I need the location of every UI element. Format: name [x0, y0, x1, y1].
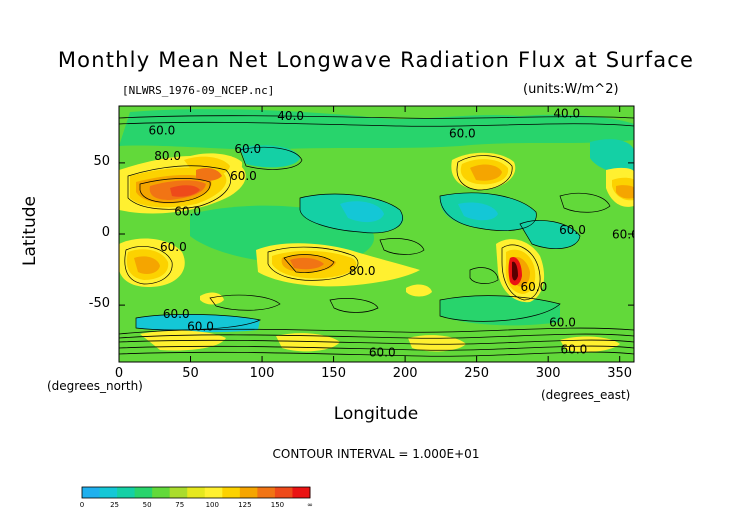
x-tick-label: 100 — [249, 366, 275, 381]
x-tick-label: 300 — [535, 366, 561, 381]
contour-labels: 40.0 40.060.0 60.060.080.060.060.060.0 60.0… — [149, 106, 639, 359]
contour-label: 60.0 — [561, 342, 588, 356]
x-unit-label: (degrees_east) — [541, 388, 631, 402]
x-tick-label: 50 — [182, 366, 199, 381]
y-tick-label: -50 — [88, 296, 110, 312]
contour-label: 60.0 — [187, 320, 214, 334]
contour-label: 80.0 — [349, 264, 376, 278]
contour-label: 60.0 — [521, 280, 548, 294]
colorbar — [81, 486, 311, 499]
contour-label: 60.0 — [369, 345, 396, 359]
contour-label: 40.0 — [553, 106, 580, 120]
colorbar-swatch — [169, 487, 188, 498]
colorbar-tick-label: 0 — [79, 501, 85, 509]
plot-title: Monthly Mean Net Longwave Radiation Flux… — [57, 48, 695, 72]
contour-label: 60.0 — [612, 227, 639, 241]
colorbar-swatch — [134, 487, 153, 498]
contour-label: 60.0 — [559, 223, 586, 237]
y-axis-label: Latitude — [20, 196, 40, 266]
colorbar-swatch — [117, 487, 136, 498]
colorbar-swatch — [82, 487, 101, 498]
colorbar-swatch — [222, 487, 241, 498]
y-axis-ticks — [119, 162, 634, 306]
x-tick-label: 200 — [392, 366, 418, 381]
colorbar-swatch — [292, 487, 311, 498]
x-axis-label: Longitude — [333, 404, 419, 424]
heatmap-field: 40.0 40.060.0 60.060.080.060.060.060.0 60.0… — [119, 106, 639, 362]
contour-label: 60.0 — [149, 123, 176, 137]
units-label: (units:W/m^2) — [523, 82, 619, 97]
colorbar-swatch — [152, 487, 171, 498]
colorbar-swatch — [239, 487, 258, 498]
colorbar-tick-label: 150 — [270, 501, 285, 509]
colorbar-frame — [81, 486, 311, 499]
contour-label: 80.0 — [154, 149, 181, 163]
colorbar-tick-label: 75 — [175, 501, 185, 509]
y-unit-label: (degrees_north) — [47, 379, 143, 393]
y-tick-label: 50 — [93, 153, 110, 169]
x-tick-label: 250 — [464, 366, 490, 381]
contour-label: 60.0 — [163, 307, 190, 321]
x-tick-label: 350 — [607, 366, 633, 381]
colorbar-tick-label: 50 — [142, 501, 152, 509]
colorbar-swatch — [257, 487, 276, 498]
colorbar-tick-label: ∞ — [307, 501, 313, 509]
x-axis-ticks — [118, 106, 621, 362]
colorbar-tick-label: 100 — [205, 501, 219, 509]
colorbar-swatch — [274, 487, 293, 498]
y-tick-label: 0 — [101, 225, 110, 240]
colorbar-tick-label: 25 — [110, 501, 120, 509]
colorbar-swatch — [187, 487, 206, 498]
contour-label: 60.0 — [230, 169, 257, 183]
x-tick-label: 0 — [114, 366, 124, 381]
contour-label: 40.0 — [277, 109, 304, 123]
colorbar-swatch — [99, 487, 118, 498]
contour-interval: CONTOUR INTERVAL = 1.000E+01 — [272, 447, 480, 461]
contour-label: 60.0 — [174, 205, 201, 219]
contour-label: 60.0 — [449, 126, 476, 140]
file-label: [NLWRS_1976-09_NCEP.nc] — [122, 84, 275, 97]
contour-label: 60.0 — [234, 142, 261, 156]
contour-label: 60.0 — [549, 315, 576, 329]
contour-label: 60.0 — [160, 240, 187, 254]
x-tick-label: 150 — [321, 366, 346, 381]
colorbar-swatch — [204, 487, 223, 498]
colorbar-tick-label: 125 — [238, 501, 252, 509]
